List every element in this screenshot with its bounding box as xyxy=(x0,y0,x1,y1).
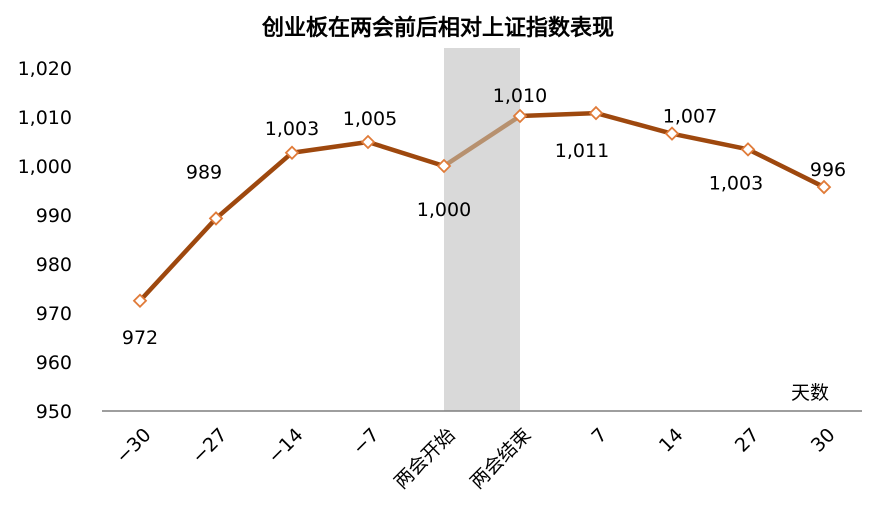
x-tick-label: 30 xyxy=(807,424,840,457)
x-tick-label: 两会结束 xyxy=(466,424,535,493)
data-point-marker xyxy=(512,108,528,124)
x-tick-label: −7 xyxy=(348,424,383,459)
data-point-marker xyxy=(588,105,604,121)
data-point-marker xyxy=(360,134,376,150)
y-axis-ticks: 950 960 970 980 990 1,000 1,010 1,020 xyxy=(18,58,72,423)
line-segment xyxy=(745,147,827,190)
data-label: 989 xyxy=(186,161,222,183)
line-segment xyxy=(137,216,219,303)
x-tick-label: 14 xyxy=(655,424,688,457)
data-point-marker xyxy=(132,293,148,309)
data-label: 1,007 xyxy=(663,106,717,128)
x-tick-label: −27 xyxy=(188,424,232,468)
y-tick-label: 950 xyxy=(36,401,72,423)
data-labels: 972 989 1,003 1,005 1,000 1,010 1,011 1,007 1,00… xyxy=(122,85,846,349)
chart-title: 创业板在两会前后相对上证指数表现 xyxy=(261,15,614,41)
data-label: 1,003 xyxy=(265,118,319,140)
y-tick-label: 1,020 xyxy=(18,58,72,80)
data-label: 996 xyxy=(810,159,846,181)
x-axis-ticks: −30 −27 −14 −7 两会开始 两会结束 7 14 27 30 xyxy=(112,424,840,493)
x-tick-label: 7 xyxy=(587,424,611,448)
data-point-marker xyxy=(816,179,832,195)
y-tick-label: 980 xyxy=(36,254,72,276)
data-label: 1,003 xyxy=(709,172,763,194)
data-point-marker xyxy=(740,142,756,157)
data-point-marker xyxy=(436,158,452,174)
line-segment xyxy=(289,139,371,156)
y-tick-label: 1,010 xyxy=(18,107,72,129)
y-tick-label: 970 xyxy=(36,303,72,325)
data-label: 1,000 xyxy=(417,199,471,221)
event-highlight-band xyxy=(444,48,520,411)
line-segment xyxy=(365,139,447,169)
y-tick-label: 1,000 xyxy=(18,156,72,178)
series-line xyxy=(137,110,827,303)
line-segment xyxy=(213,150,295,221)
data-label: 972 xyxy=(122,327,158,349)
x-axis-label: 天数 xyxy=(791,382,829,404)
data-point-marker xyxy=(208,211,224,226)
x-tick-label: 两会开始 xyxy=(390,424,459,493)
line-segment xyxy=(441,113,523,169)
data-point-marker xyxy=(284,145,300,161)
x-tick-label: 27 xyxy=(731,424,764,457)
data-label: 1,010 xyxy=(493,85,547,107)
x-tick-label: −30 xyxy=(112,424,156,468)
data-label: 1,005 xyxy=(343,108,397,130)
y-tick-label: 960 xyxy=(36,352,72,374)
line-segment xyxy=(669,131,751,152)
x-tick-label: −14 xyxy=(264,424,308,468)
line-segment xyxy=(517,110,599,119)
data-label: 1,011 xyxy=(555,140,609,162)
line-segment xyxy=(593,110,675,136)
y-tick-label: 990 xyxy=(36,205,72,227)
data-point-marker xyxy=(664,126,680,141)
series-markers xyxy=(132,105,832,309)
